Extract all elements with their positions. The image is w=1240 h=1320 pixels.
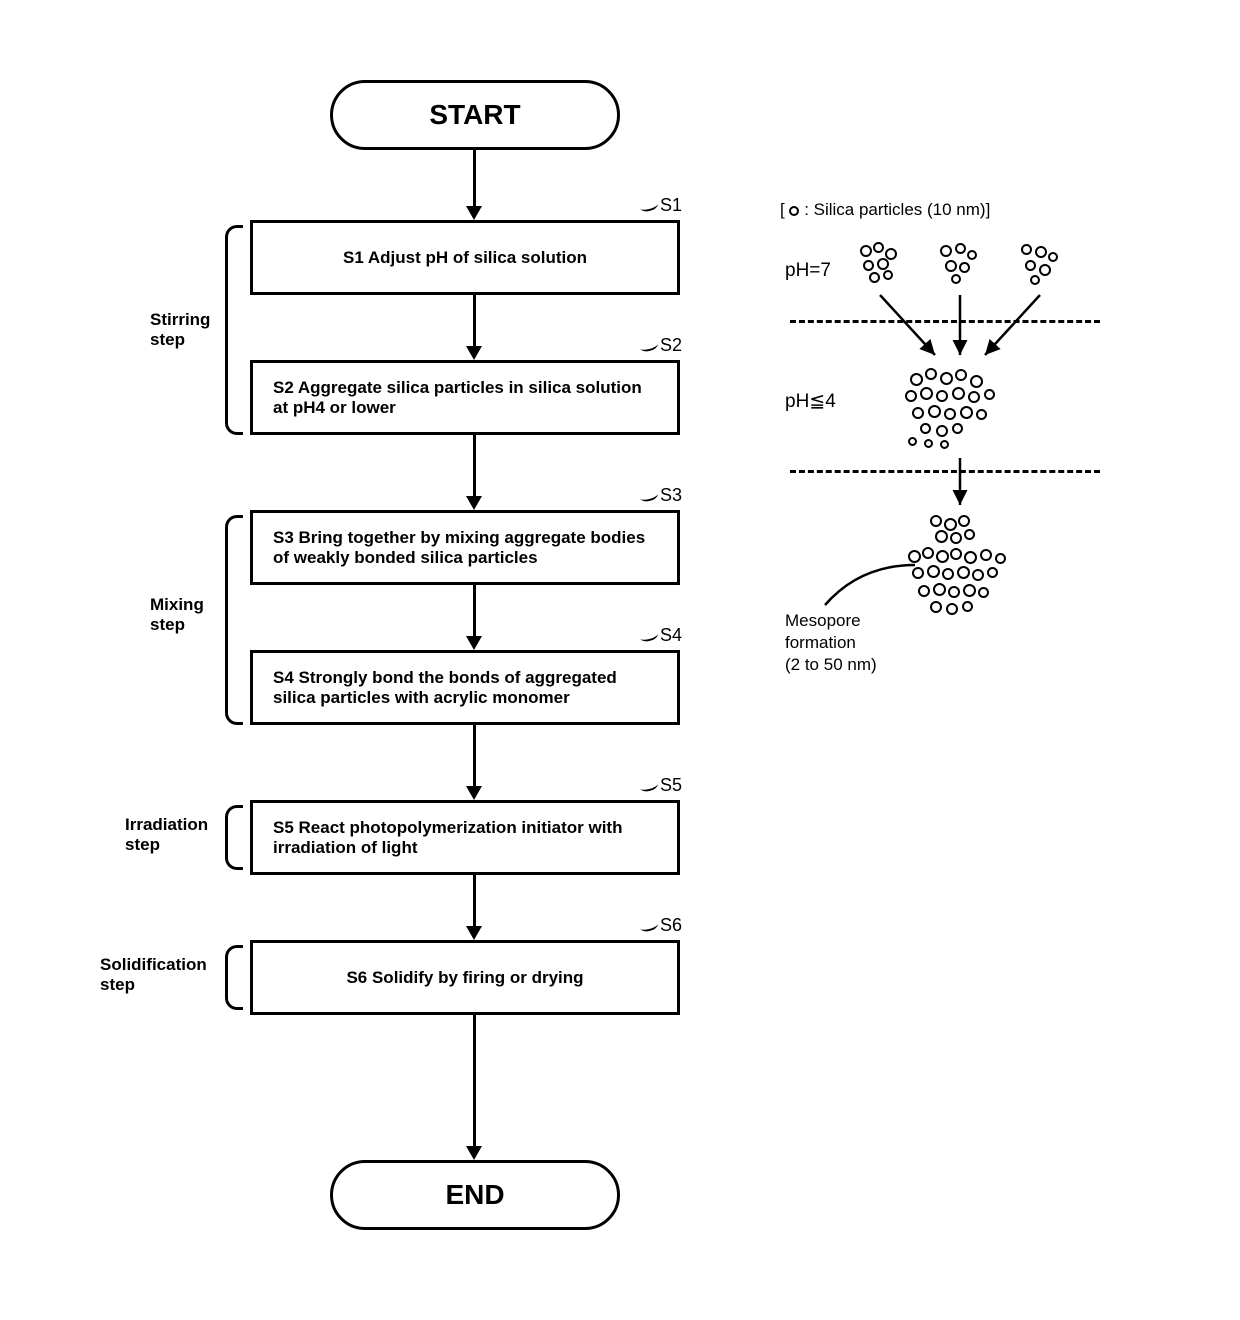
label-solidification: Solidification step	[100, 955, 207, 995]
brace-solidification	[225, 945, 243, 1010]
cluster-ph7-1	[855, 240, 905, 290]
brace-stirring	[225, 225, 243, 435]
process-s1: S1 Adjust pH of silica solution	[250, 220, 680, 295]
tag-s2: S2	[640, 335, 682, 356]
s4-text: S4 Strongly bond the bonds of aggregated…	[273, 668, 657, 708]
s5-text: S5 React photopolymerization initiator w…	[273, 818, 657, 858]
process-s6: S6 Solidify by firing or drying	[250, 940, 680, 1015]
s6-text: S6 Solidify by firing or drying	[346, 968, 583, 988]
side-arrow-2	[940, 455, 980, 515]
cluster-ph7-3	[1015, 240, 1065, 290]
process-s5: S5 React photopolymerization initiator w…	[250, 800, 680, 875]
brace-irradiation	[225, 805, 243, 870]
arrow-s4-s5	[473, 725, 476, 786]
arrow-s5-s6	[473, 875, 476, 926]
label-stirring: Stirring step	[150, 310, 210, 350]
s1-text: S1 Adjust pH of silica solution	[343, 248, 587, 268]
silica-legend: [ : Silica particles (10 nm)]	[780, 200, 990, 220]
legend-text: : Silica particles (10 nm)]	[804, 200, 990, 219]
tag-s3: S3	[640, 485, 682, 506]
ph4-label: pH≦4	[785, 390, 836, 413]
arrow-s2-s3	[473, 435, 476, 496]
tag-s1: S1	[640, 195, 682, 216]
dashed-1	[790, 320, 1100, 323]
arrowhead-s6-end	[466, 1146, 482, 1160]
arrow-start-s1	[473, 150, 476, 206]
arrow-s1-s2	[473, 295, 476, 346]
mesopore-callout-line	[820, 560, 920, 610]
arrow-s6-end	[473, 1015, 476, 1146]
end-label: END	[445, 1179, 504, 1211]
arrowhead-s3-s4	[466, 636, 482, 650]
ph7-label: pH=7	[785, 260, 831, 282]
process-s4: S4 Strongly bond the bonds of aggregated…	[250, 650, 680, 725]
arrowhead-start-s1	[466, 206, 482, 220]
tag-s6: S6	[640, 915, 682, 936]
mesopore-label: Mesopore formation (2 to 50 nm)	[785, 610, 877, 676]
s2-text: S2 Aggregate silica particles in silica …	[273, 378, 657, 418]
process-s3: S3 Bring together by mixing aggregate bo…	[250, 510, 680, 585]
arrowhead-s5-s6	[466, 926, 482, 940]
tag-s5: S5	[640, 775, 682, 796]
end-terminal: END	[330, 1160, 620, 1230]
process-s2: S2 Aggregate silica particles in silica …	[250, 360, 680, 435]
arrowhead-s2-s3	[466, 496, 482, 510]
s3-text: S3 Bring together by mixing aggregate bo…	[273, 528, 657, 568]
arrowhead-s1-s2	[466, 346, 482, 360]
arrowhead-s4-s5	[466, 786, 482, 800]
brace-mixing	[225, 515, 243, 725]
side-arrows-1	[850, 290, 1070, 370]
label-mixing: Mixing step	[150, 595, 204, 635]
arrow-s3-s4	[473, 585, 476, 636]
start-label: START	[429, 99, 520, 131]
cluster-ph4	[900, 365, 1010, 455]
start-terminal: START	[330, 80, 620, 150]
cluster-ph7-2	[935, 240, 985, 290]
label-irradiation: Irradiation step	[125, 815, 208, 855]
tag-s4: S4	[640, 625, 682, 646]
